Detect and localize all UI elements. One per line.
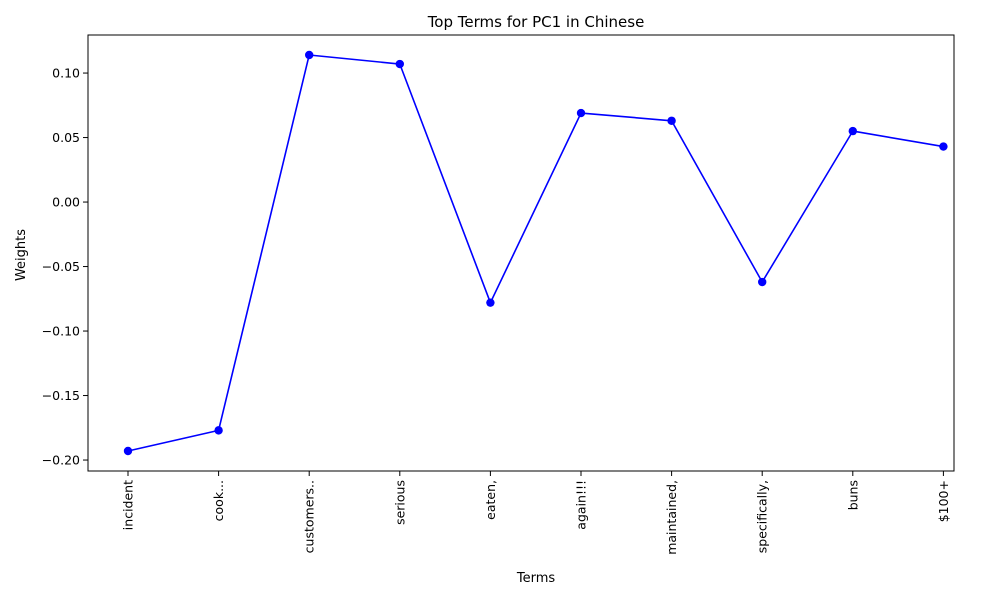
- x-tick-label: customers..: [302, 480, 317, 553]
- plot-series: [123, 50, 948, 456]
- x-tick-label: specifically,: [755, 480, 770, 553]
- x-tick-label: serious: [392, 480, 407, 525]
- x-tick-label: $100+: [936, 480, 951, 522]
- data-point: [395, 59, 404, 69]
- y-axis: −0.20 −0.15 −0.10 −0.05 0.00 0.05 0.10: [42, 66, 88, 468]
- data-point: [758, 277, 767, 287]
- x-axis-title: Terms: [516, 571, 556, 586]
- y-tick-label: −0.20: [42, 453, 80, 468]
- x-tick-label: maintained,: [664, 480, 679, 555]
- data-point: [848, 126, 857, 136]
- data-point: [214, 426, 223, 435]
- series-line: [127, 54, 944, 452]
- data-point: [486, 298, 495, 307]
- data-point: [305, 50, 314, 60]
- y-tick-label: −0.10: [42, 324, 80, 339]
- plot-frame: [87, 34, 955, 472]
- x-tick-label: cook...: [211, 480, 226, 521]
- x-axis: incident cook... customers.. serious eaten, a…: [121, 471, 951, 555]
- data-point: [123, 446, 133, 456]
- y-axis-title: Weights: [14, 229, 29, 281]
- y-tick-label: −0.15: [42, 388, 80, 403]
- y-tick-label: 0.05: [52, 130, 80, 145]
- y-tick-label: 0.10: [52, 66, 80, 81]
- y-tick-label: −0.05: [42, 259, 80, 274]
- x-tick-label: again!!!: [574, 480, 589, 530]
- data-point: [939, 142, 948, 151]
- data-point: [667, 116, 676, 125]
- data-point: [576, 108, 586, 118]
- x-tick-label: incident: [121, 480, 136, 530]
- y-tick-label: 0.00: [52, 195, 80, 210]
- chart-title: Top Terms for PC1 in Chinese: [427, 13, 645, 31]
- x-tick-label: eaten,: [483, 480, 498, 520]
- x-tick-label: buns: [845, 480, 860, 510]
